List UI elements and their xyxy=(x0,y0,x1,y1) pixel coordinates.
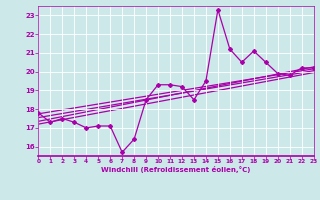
X-axis label: Windchill (Refroidissement éolien,°C): Windchill (Refroidissement éolien,°C) xyxy=(101,166,251,173)
